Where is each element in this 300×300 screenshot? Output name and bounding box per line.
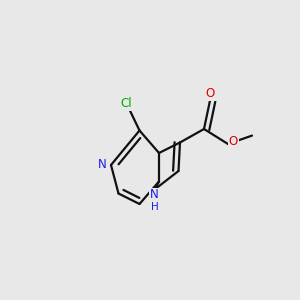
Text: H: H	[151, 202, 158, 212]
Text: N: N	[150, 188, 159, 202]
Text: N: N	[98, 158, 107, 172]
Text: Cl: Cl	[121, 97, 132, 110]
Text: O: O	[206, 87, 214, 101]
Text: O: O	[229, 135, 238, 148]
